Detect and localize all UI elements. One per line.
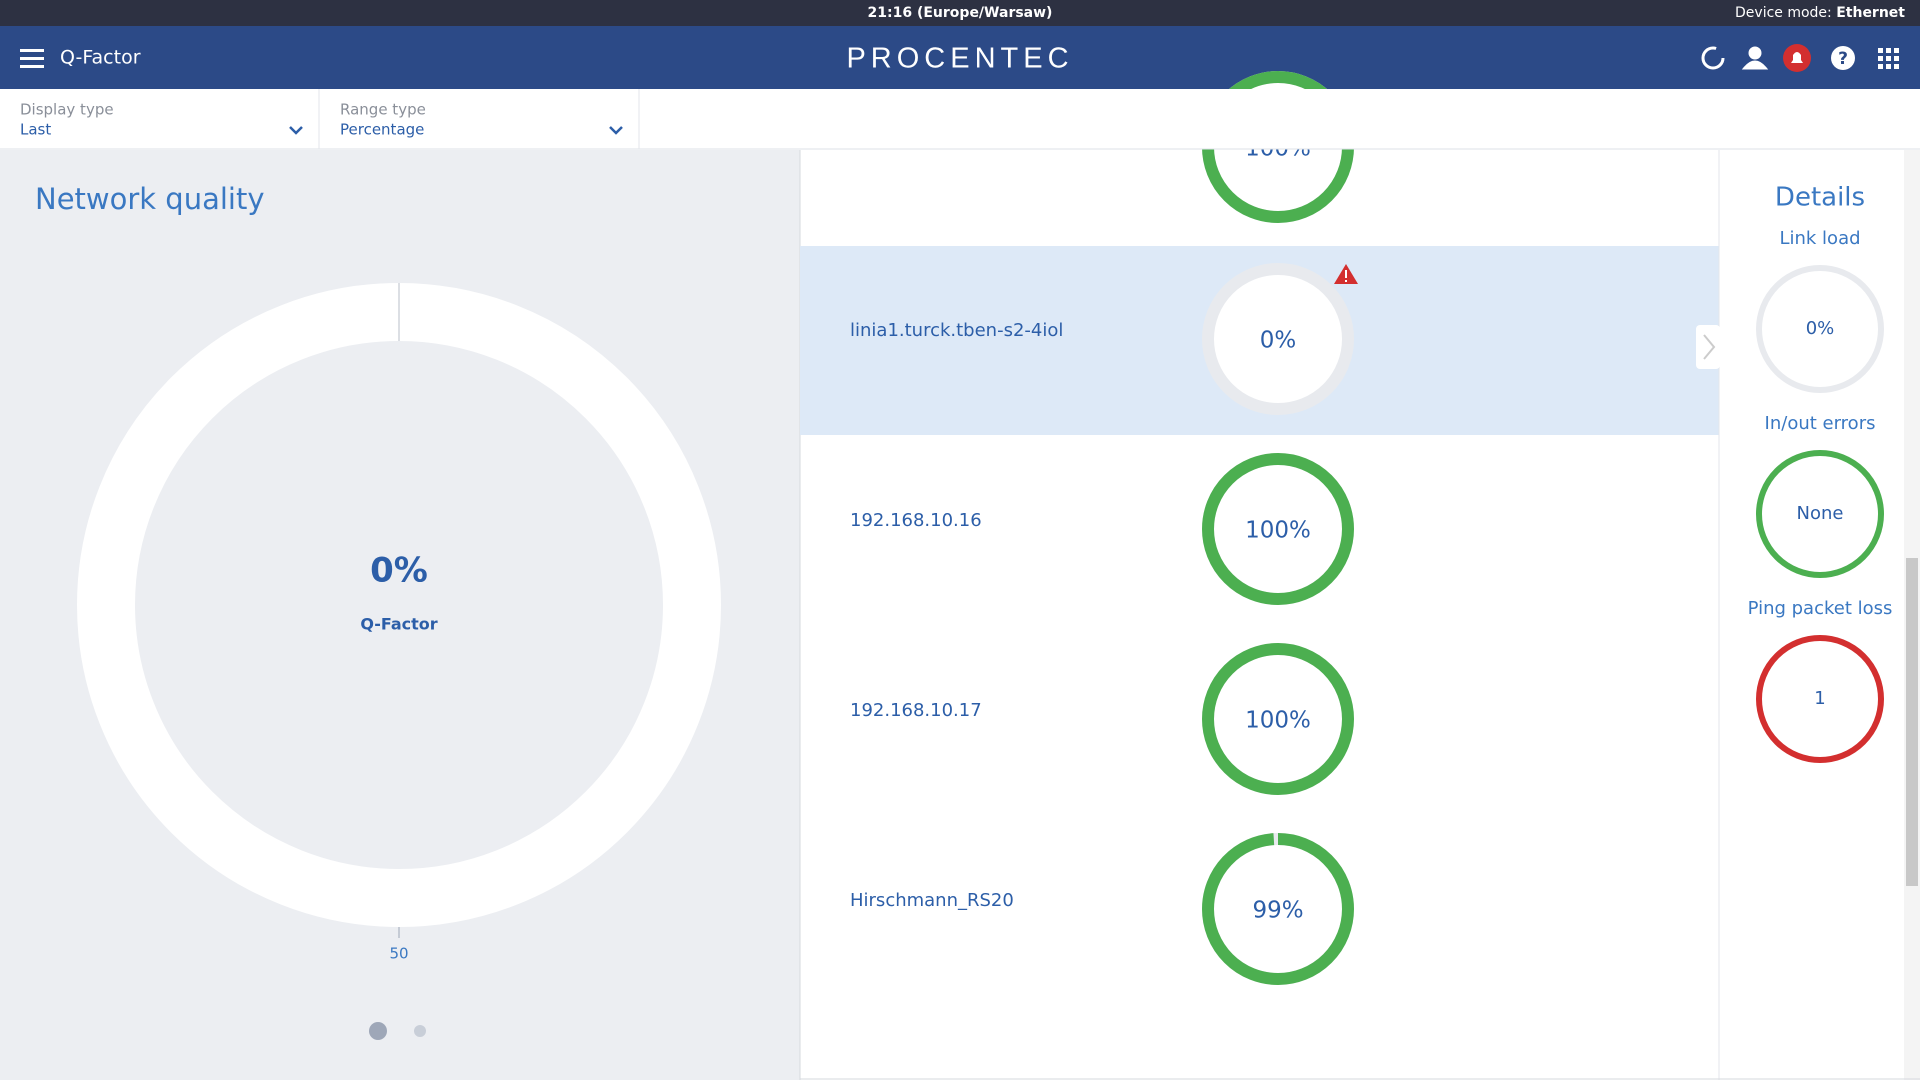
brand-logo: PROCENTEC <box>846 43 1073 75</box>
filter-value[interactable]: Percentage <box>340 121 424 139</box>
page-title: Q-Factor <box>60 47 141 69</box>
device-name[interactable]: 192.168.10.16 <box>850 510 982 531</box>
apps-button[interactable] <box>1878 48 1899 69</box>
filter-label: Display type <box>20 101 114 119</box>
device-quality: 99% <box>1252 898 1303 924</box>
device-quality: 100% <box>1245 518 1311 544</box>
status-bar <box>0 0 1920 26</box>
ring-bg <box>1208 269 1348 409</box>
detail-label: In/out errors <box>1765 413 1876 434</box>
header-icons[interactable]: ? <box>1701 44 1855 72</box>
device-name[interactable]: linia1.turck.tben-s2-4iol <box>850 320 1063 341</box>
device-name[interactable]: Hirschmann_RS20 <box>850 890 1014 911</box>
mode-value: Ethernet <box>1836 5 1905 21</box>
ring-value <box>1202 643 1354 795</box>
filter-cover <box>800 89 1719 149</box>
ring-bg <box>1208 459 1348 599</box>
detail-value: 1 <box>1814 688 1825 709</box>
dropdown-chevron[interactable] <box>289 126 303 135</box>
time: 21:16 (Europe/Warsaw) <box>868 5 1053 21</box>
panel-title: Network quality <box>35 182 265 216</box>
scrollbar-thumb[interactable] <box>1906 558 1918 886</box>
detail-ring <box>1756 450 1884 578</box>
page-dot[interactable] <box>414 1025 426 1037</box>
detail-label: Ping packet loss <box>1748 598 1893 619</box>
ring-bg <box>1208 649 1348 789</box>
panel-handle[interactable] <box>1696 325 1720 369</box>
header <box>0 26 1920 89</box>
mode-label: Device mode: <box>1735 5 1832 21</box>
detail-ring <box>1756 265 1884 393</box>
device-quality: 100% <box>1245 708 1311 734</box>
svg-text:?: ? <box>1838 49 1848 69</box>
ring-value <box>1202 833 1354 985</box>
gauge-tick-label: 50 <box>389 945 408 963</box>
filter-label: Range type <box>340 101 426 119</box>
gauge-name: Q-Factor <box>360 615 437 634</box>
detail-ring <box>1756 635 1884 763</box>
details-title: Details <box>1775 183 1865 213</box>
gauge-value-label: 0% <box>370 551 428 591</box>
warning-icon-dot <box>1345 280 1347 282</box>
detail-value: 0% <box>1806 318 1835 339</box>
warning-icon-mark <box>1345 270 1347 278</box>
ring-track <box>1202 263 1354 415</box>
device-name[interactable]: 192.168.10.17 <box>850 700 982 721</box>
device-quality: 0% <box>1260 328 1297 354</box>
detail-label: Link load <box>1779 228 1860 249</box>
ring-value <box>1202 453 1354 605</box>
page-dot[interactable] <box>369 1022 387 1040</box>
ring-bg <box>1208 839 1348 979</box>
dropdown-chevron[interactable] <box>609 126 623 135</box>
detail-value: None <box>1797 503 1844 524</box>
filter-value[interactable]: Last <box>20 121 51 139</box>
device-mode: Device mode: Ethernet <box>1735 5 1905 21</box>
menu-button[interactable] <box>20 49 44 68</box>
